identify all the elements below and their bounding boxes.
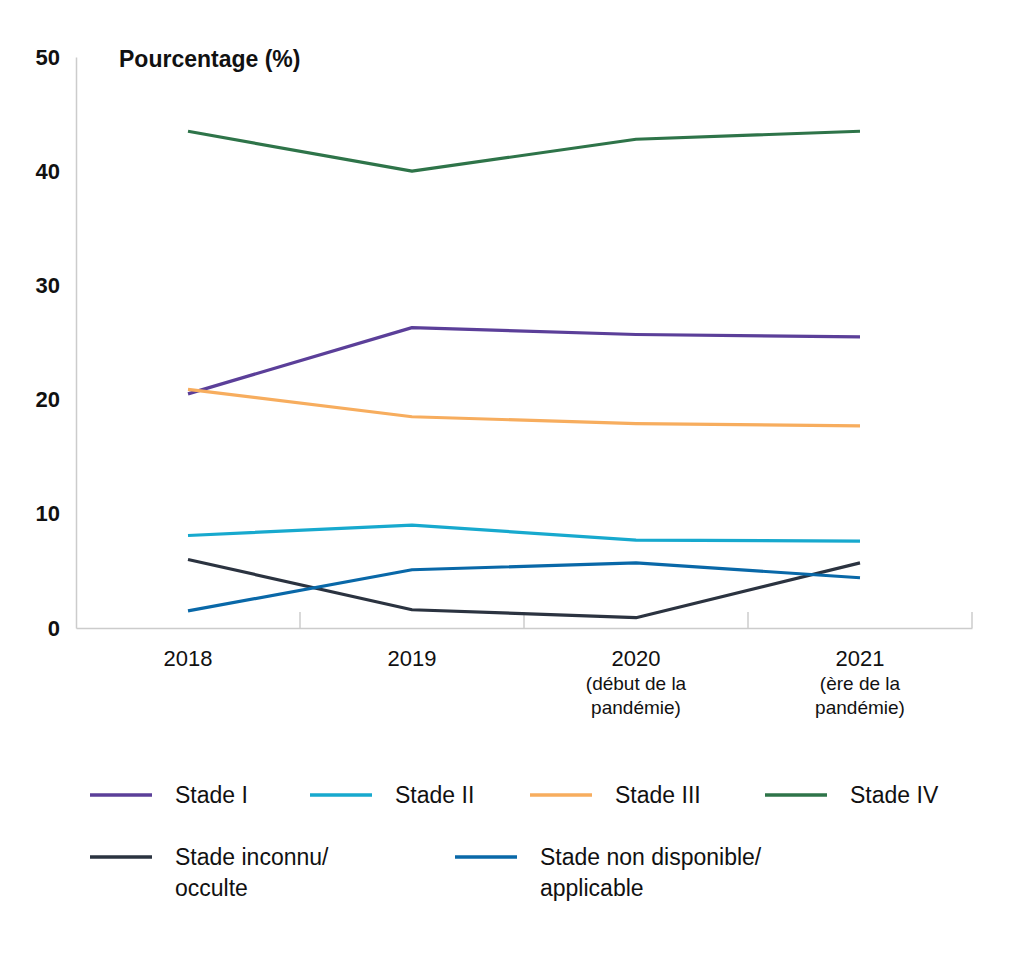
legend-swatch [530,793,592,797]
legend-swatch [90,855,152,859]
legend-item: Stade I [90,782,248,808]
legend-swatch [310,793,372,797]
y-tick: 20 [36,387,76,412]
series-line [188,525,860,541]
y-axis: 0 10 20 30 40 50 [36,45,77,641]
legend-item: Stade IV [765,782,939,808]
lines [188,131,860,617]
legend-label-line: occulte [175,875,248,901]
x-tick-label: 2020(début de la pandémie) [586,646,687,718]
legend-label-line: Stade I [175,782,248,808]
y-tick: 30 [36,273,76,298]
x-tick-label-line: 2020 [612,646,661,671]
x-tick: 2020(début de la pandémie) [586,628,687,718]
series-line [188,131,860,171]
legend-label: Stade II [395,782,474,808]
x-tick-label-line: 2021 [836,646,885,671]
series-line [188,389,860,426]
x-tick: 2019 [388,628,437,671]
x-tick-label-line: pandémie) [591,697,681,718]
x-tick-label-line: (ère de la [820,673,901,694]
y-tick: 10 [36,501,76,526]
legend-label: Stade III [615,782,701,808]
legend-swatch [90,793,152,797]
legend-swatch [455,855,517,859]
legend-label-line: applicable [540,875,644,901]
legend-item: Stade III [530,782,701,808]
x-tick-label-line: 2019 [388,646,437,671]
x-tick: 2021(ère de la pandémie) [815,628,905,718]
legend-label: Stade inconnu/occulte [175,844,329,901]
y-tick-label: 50 [36,45,60,70]
legend-item: Stade inconnu/occulte [90,844,329,901]
y-tick-label: 20 [36,387,60,412]
legend-label-line: Stade IV [850,782,939,808]
y-tick-label: 30 [36,273,60,298]
x-tick-label-line: pandémie) [815,697,905,718]
y-tick: 40 [36,159,76,184]
y-axis-line [76,58,78,629]
y-tick-label: 0 [48,616,60,641]
legend-label: Stade non disponible/applicable [540,844,762,901]
series-line [188,559,860,617]
y-tick-label: 10 [36,501,60,526]
x-divider [971,612,973,628]
legend-label-line: Stade inconnu/ [175,844,329,870]
chart-container: 0 10 20 30 40 50 2018 2019 2020(début de la pandé… [0,0,1019,960]
x-tick-label: 2021(ère de la pandémie) [815,646,905,718]
legend-swatch [765,793,827,797]
x-tick-label-line: (début de la [586,673,687,694]
y-tick: 0 [48,616,76,641]
legend-label-line: Stade non disponible/ [540,844,762,870]
y-tick-label: 40 [36,159,60,184]
legend-item: Stade non disponible/applicable [455,844,762,901]
legend-label-line: Stade II [395,782,474,808]
legend-label: Stade IV [850,782,939,808]
y-tick: 50 [36,45,76,70]
series-line [188,563,860,611]
series-line [188,328,860,394]
x-dividers [300,612,972,628]
x-tick: 2018 [164,628,213,671]
x-divider [747,612,749,628]
x-tick-label-line: 2018 [164,646,213,671]
legend: Stade I Stade II Stade III Stade IV Stade in… [90,782,939,901]
legend-label-line: Stade III [615,782,701,808]
chart-svg: 0 10 20 30 40 50 2018 2019 2020(début de la pandé… [0,0,1019,960]
x-divider [299,612,301,628]
x-axis: 201820192020(début de lapandémie)2021(èr… [77,628,973,718]
y-axis-title: Pourcentage (%) [119,46,300,72]
legend-item: Stade II [310,782,474,808]
legend-label: Stade I [175,782,248,808]
x-tick-label: 2018 [164,646,213,671]
x-tick-label: 2019 [388,646,437,671]
